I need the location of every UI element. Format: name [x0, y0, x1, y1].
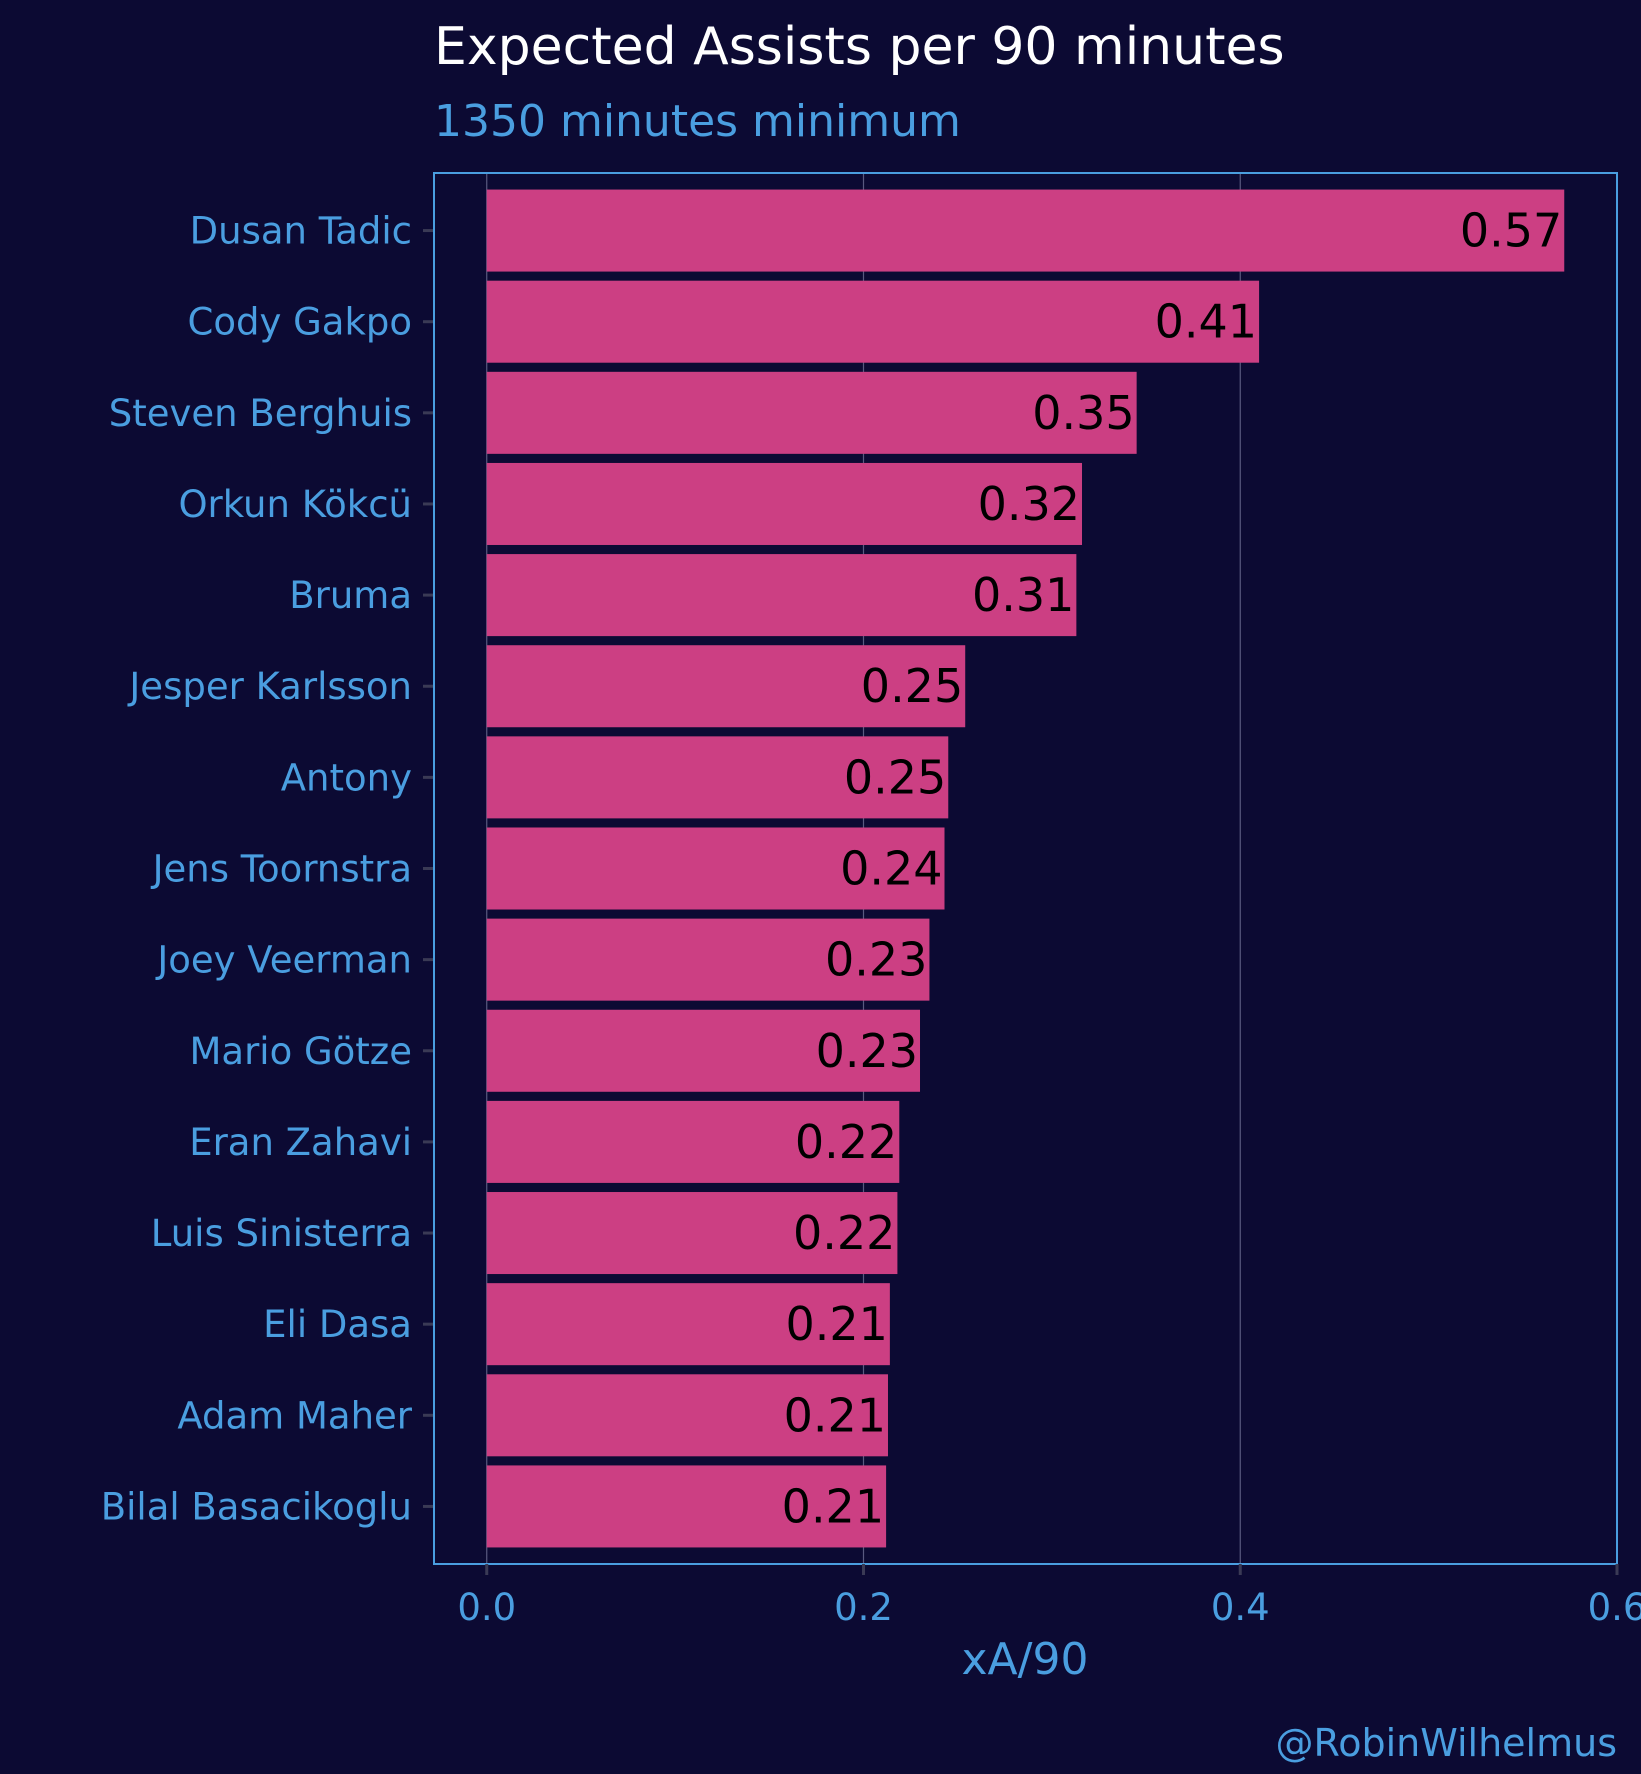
bar-value-label: 0.32	[978, 477, 1080, 531]
bars: 0.570.410.350.320.310.250.250.240.230.23…	[486, 189, 1565, 1548]
bar-value-label: 0.21	[785, 1297, 887, 1351]
bar	[486, 1465, 887, 1548]
player-label: Luis Sinisterra	[151, 1212, 412, 1255]
bar	[486, 1283, 890, 1366]
player-label: Joey Veerman	[155, 939, 412, 982]
bar-value-label: 0.31	[972, 568, 1074, 622]
player-label: Eran Zahavi	[189, 1121, 412, 1164]
bar-value-label: 0.25	[844, 750, 946, 804]
player-label: Bilal Basacikoglu	[101, 1485, 412, 1528]
player-label: Jens Toornstra	[151, 848, 412, 891]
player-labels: Dusan Tadic Cody Gakpo Steven Berghuis Orku…	[101, 210, 434, 1528]
bar-value-label: 0.24	[840, 842, 942, 896]
x-axis-ticks: 0.0 0.2 0.4 0.6	[457, 1564, 1641, 1629]
bar-value-label: 0.25	[861, 659, 963, 713]
player-label: Eli Dasa	[263, 1303, 412, 1346]
bar	[486, 1100, 900, 1183]
bar-value-label: 0.22	[793, 1206, 895, 1260]
bar-value-label: 0.22	[795, 1115, 897, 1169]
player-label: Jesper Karlsson	[127, 665, 412, 708]
bar	[486, 462, 1083, 545]
bar-value-label: 0.23	[816, 1024, 918, 1078]
bar	[486, 189, 1565, 272]
x-tick-label: 0.6	[1588, 1586, 1641, 1629]
bar	[486, 554, 1077, 637]
chart-caption: @RobinWilhelmus	[1276, 1721, 1617, 1765]
player-label: Bruma	[289, 574, 412, 617]
bar	[486, 371, 1137, 454]
player-label: Dusan Tadic	[190, 210, 412, 253]
bar	[486, 280, 1260, 363]
bar-value-label: 0.41	[1155, 295, 1257, 349]
bar-value-label: 0.57	[1460, 204, 1562, 258]
x-tick-label: 0.4	[1211, 1586, 1270, 1629]
bar	[486, 827, 945, 910]
chart-subtitle: 1350 minutes minimum	[434, 96, 961, 147]
bar-value-label: 0.21	[782, 1479, 884, 1533]
x-axis-title: xA/90	[962, 1634, 1089, 1685]
player-label: Mario Götze	[190, 1030, 413, 1073]
bar-value-label: 0.35	[1032, 386, 1134, 440]
bar-value-label: 0.23	[825, 933, 927, 987]
bar	[486, 736, 949, 819]
player-label: Antony	[281, 756, 412, 799]
player-label: Adam Maher	[177, 1394, 412, 1437]
bar	[486, 1192, 898, 1275]
bar-value-label: 0.21	[784, 1388, 886, 1442]
player-label: Cody Gakpo	[187, 301, 412, 344]
bar	[486, 1374, 888, 1457]
x-tick-label: 0.0	[457, 1586, 516, 1629]
bar	[486, 918, 930, 1001]
chart-title: Expected Assists per 90 minutes	[434, 17, 1285, 77]
plot-panel-border	[433, 172, 1618, 1565]
player-label: Steven Berghuis	[109, 392, 412, 435]
x-tick-label: 0.2	[834, 1586, 893, 1629]
bar	[486, 645, 966, 728]
player-label: Orkun Kökcü	[178, 483, 412, 526]
bar	[486, 1009, 921, 1092]
